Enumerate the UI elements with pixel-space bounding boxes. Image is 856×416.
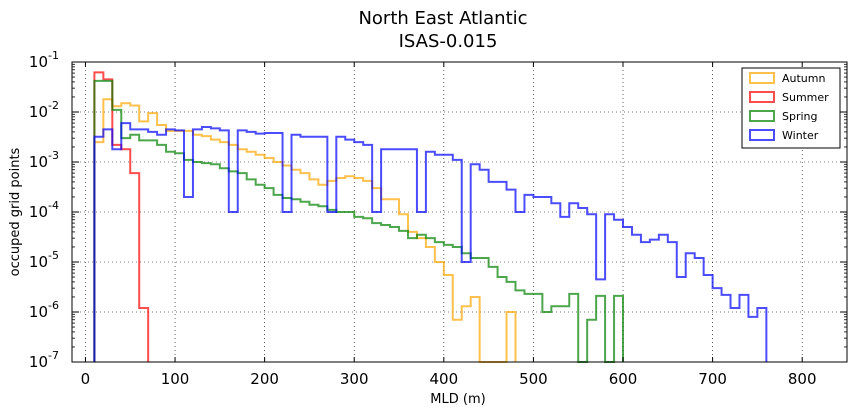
- chart-subtitle: ISAS-0.015: [399, 31, 498, 52]
- x-tick-label: 0: [81, 370, 91, 388]
- y-tick-label-exponent: -2: [48, 99, 59, 112]
- legend-label-autumn: Autumn: [782, 72, 825, 85]
- grid-lines: [72, 62, 847, 362]
- x-tick-label: 300: [340, 370, 369, 388]
- y-tick-label: 10: [29, 303, 48, 321]
- y-tick-label: 10: [29, 203, 48, 221]
- legend-label-spring: Spring: [782, 110, 818, 123]
- x-tick-label: 100: [161, 370, 190, 388]
- legend-box: [741, 67, 841, 149]
- x-tick-label: 500: [519, 370, 548, 388]
- y-tick-label: 10: [29, 103, 48, 121]
- y-tick-label-exponent: -7: [48, 349, 59, 362]
- x-axis: 0 100 200 300 400 500 600 700 800: [81, 62, 817, 388]
- y-tick-label: 10: [29, 153, 48, 171]
- series-spring-line: [93, 79, 625, 363]
- x-tick-label: 700: [698, 370, 727, 388]
- x-tick-label: 600: [609, 370, 638, 388]
- chart-title: North East Atlantic: [358, 8, 527, 29]
- y-axis-title: occuped grid points: [8, 147, 23, 276]
- series-autumn-line: [93, 98, 517, 363]
- x-tick-label: 200: [250, 370, 279, 388]
- y-tick-label: 10: [29, 53, 48, 71]
- y-tick-label-exponent: -6: [48, 299, 59, 312]
- legend-swatch-spring: [749, 110, 775, 122]
- legend-swatch-summer: [749, 91, 775, 103]
- y-axis: 10-710-610-510-410-310-210-1: [29, 49, 847, 371]
- plot-area: [93, 71, 768, 363]
- series-winter-line: [93, 122, 768, 362]
- y-tick-label-exponent: -3: [48, 149, 59, 162]
- y-tick-label: 10: [29, 253, 48, 271]
- legend-label-summer: Summer: [782, 91, 829, 104]
- legend-swatch-autumn: [749, 72, 775, 84]
- y-tick-label-exponent: -4: [48, 199, 59, 212]
- x-tick-label: 400: [430, 370, 459, 388]
- y-tick-label-exponent: -5: [48, 249, 59, 262]
- x-axis-title: MLD (m): [430, 392, 485, 407]
- legend-swatch-winter: [749, 129, 775, 141]
- x-tick-label: 800: [788, 370, 817, 388]
- legend-label-winter: Winter: [782, 129, 819, 142]
- y-tick-label-exponent: -1: [48, 49, 59, 62]
- y-tick-label: 10: [29, 353, 48, 371]
- legend: Autumn Summer Spring Winter: [741, 67, 841, 149]
